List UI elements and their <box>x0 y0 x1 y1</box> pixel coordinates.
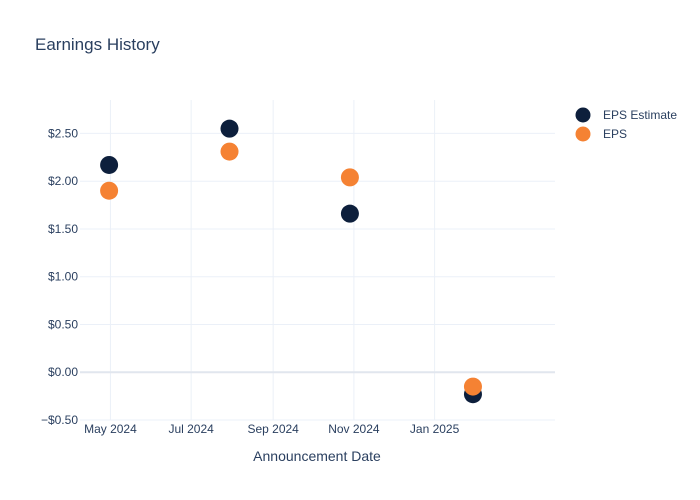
y-tick-label: $2.00 <box>48 174 78 188</box>
legend-label: EPS <box>603 127 627 141</box>
data-point[interactable] <box>340 168 359 187</box>
legend-marker <box>575 107 591 123</box>
x-axis-title: Announcement Date <box>253 448 381 464</box>
data-point[interactable] <box>220 119 239 138</box>
y-tick-label: −$0.50 <box>41 413 78 427</box>
data-point[interactable] <box>220 142 239 161</box>
y-tick-label: $0.50 <box>48 317 78 331</box>
x-tick-label: Nov 2024 <box>328 422 380 436</box>
legend-item[interactable]: EPS <box>575 126 628 142</box>
chart-title: Earnings History <box>35 35 160 54</box>
legend-label: EPS Estimate <box>603 108 677 122</box>
y-tick-label: $1.50 <box>48 222 78 236</box>
x-tick-label: May 2024 <box>84 422 137 436</box>
x-tick-label: Jan 2025 <box>410 422 460 436</box>
y-tick-label: $1.00 <box>48 270 78 284</box>
data-points <box>100 119 482 404</box>
y-tick-label: $0.00 <box>48 365 78 379</box>
data-point[interactable] <box>100 181 119 200</box>
x-tick-label: Sep 2024 <box>247 422 299 436</box>
y-tick-label: $2.50 <box>48 126 78 140</box>
y-axis-ticks: −$0.50 $0.00 $0.50 $1.00 $1.50 $2.00 $2.50 <box>41 126 78 427</box>
legend[interactable]: EPS Estimate EPS <box>575 107 678 142</box>
legend-marker <box>575 126 591 142</box>
x-axis-ticks: May 2024 Jul 2024 Sep 2024 Nov 2024 Jan 2025 <box>84 422 460 436</box>
legend-item[interactable]: EPS Estimate <box>575 107 678 123</box>
x-tick-label: Jul 2024 <box>168 422 214 436</box>
grid <box>80 100 555 421</box>
data-point[interactable] <box>340 204 359 223</box>
series-eps <box>100 142 482 396</box>
data-point[interactable] <box>100 155 119 174</box>
data-point[interactable] <box>463 377 482 396</box>
